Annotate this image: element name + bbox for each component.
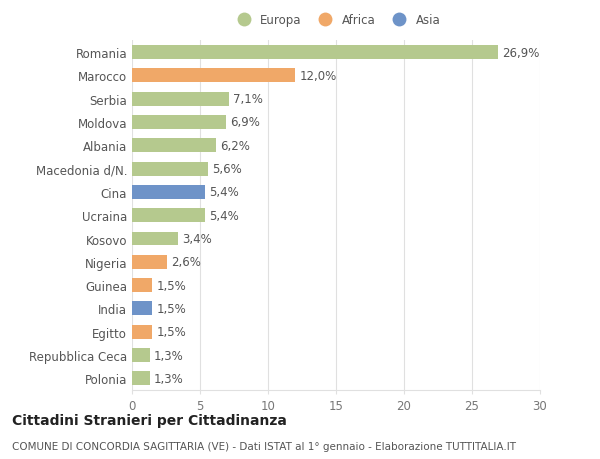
Text: COMUNE DI CONCORDIA SAGITTARIA (VE) - Dati ISTAT al 1° gennaio - Elaborazione TU: COMUNE DI CONCORDIA SAGITTARIA (VE) - Da… [12, 441, 516, 451]
Text: 6,2%: 6,2% [220, 140, 250, 152]
Bar [132, 255, 167, 269]
Bar [132, 371, 149, 386]
Bar [132, 302, 152, 316]
Text: 2,6%: 2,6% [172, 256, 202, 269]
Bar [132, 232, 178, 246]
Text: 12,0%: 12,0% [299, 70, 337, 83]
Text: 7,1%: 7,1% [233, 93, 263, 106]
Text: 26,9%: 26,9% [502, 46, 539, 59]
Text: 5,6%: 5,6% [212, 163, 242, 176]
Bar [132, 325, 152, 339]
Text: 1,3%: 1,3% [154, 372, 184, 385]
Text: 5,4%: 5,4% [209, 209, 239, 222]
Text: 1,5%: 1,5% [157, 302, 186, 315]
Text: 3,4%: 3,4% [182, 233, 212, 246]
Text: 1,5%: 1,5% [157, 279, 186, 292]
Text: 1,5%: 1,5% [157, 325, 186, 338]
Bar [132, 92, 229, 106]
Legend: Europa, Africa, Asia: Europa, Africa, Asia [227, 10, 445, 32]
Text: 6,9%: 6,9% [230, 116, 260, 129]
Text: Cittadini Stranieri per Cittadinanza: Cittadini Stranieri per Cittadinanza [12, 413, 287, 427]
Bar [132, 116, 226, 130]
Bar [132, 162, 208, 176]
Bar [132, 46, 498, 60]
Bar [132, 348, 149, 362]
Bar [132, 209, 205, 223]
Bar [132, 279, 152, 292]
Bar [132, 139, 217, 153]
Text: 1,3%: 1,3% [154, 349, 184, 362]
Text: 5,4%: 5,4% [209, 186, 239, 199]
Bar [132, 185, 205, 200]
Bar [132, 69, 295, 83]
